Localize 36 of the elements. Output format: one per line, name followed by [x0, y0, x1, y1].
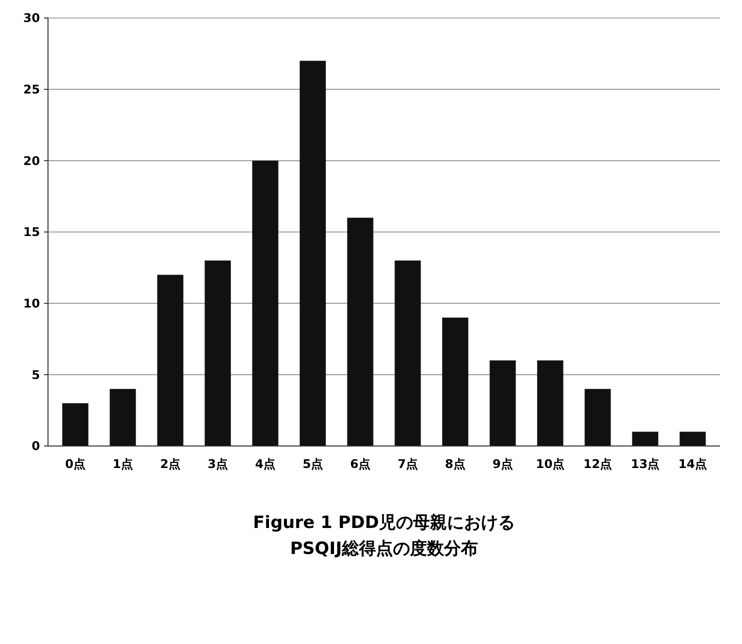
y-tick-label: 0 [32, 439, 40, 454]
text: Figure 1 PDD児の母親における PSQIJ総得点の度数分布 [253, 513, 515, 559]
x-tick-label: 1点 [112, 457, 133, 471]
x-tick-label: 4点 [255, 457, 276, 471]
x-tick-label: 12点 [583, 457, 612, 471]
y-tick-label: 30 [23, 11, 40, 26]
x-tick-label: 3点 [208, 457, 228, 471]
y-tick-label: 20 [23, 154, 40, 168]
x-tick-label: 2点 [160, 457, 180, 471]
x-tick-label: 0点 [65, 457, 86, 471]
x-tick-label: 9点 [492, 457, 513, 471]
bar [252, 160, 278, 446]
x-tick-label: 8点 [445, 457, 466, 471]
x-tick-label: 13点 [630, 457, 660, 471]
y-tick-label: 15 [23, 225, 40, 240]
y-tick-label: 5 [32, 368, 40, 382]
bar [490, 360, 516, 446]
bar [204, 260, 231, 446]
y-tick-label: 10 [23, 296, 40, 311]
bar [157, 274, 184, 446]
x-tick-label: 5点 [302, 457, 323, 471]
bar [300, 60, 326, 446]
bar [110, 388, 136, 446]
bar [584, 388, 611, 446]
x-tick-label: 10点 [536, 457, 565, 471]
bar [394, 260, 421, 446]
bar [62, 403, 88, 446]
bar [537, 360, 564, 446]
bar [347, 218, 374, 446]
x-tick-label: 14点 [678, 457, 708, 471]
x-tick-label: 7点 [398, 457, 418, 471]
bar [442, 318, 468, 446]
bar [680, 432, 706, 446]
y-tick-label: 25 [23, 82, 40, 97]
x-tick-label: 6点 [350, 457, 370, 471]
bar [632, 432, 658, 446]
